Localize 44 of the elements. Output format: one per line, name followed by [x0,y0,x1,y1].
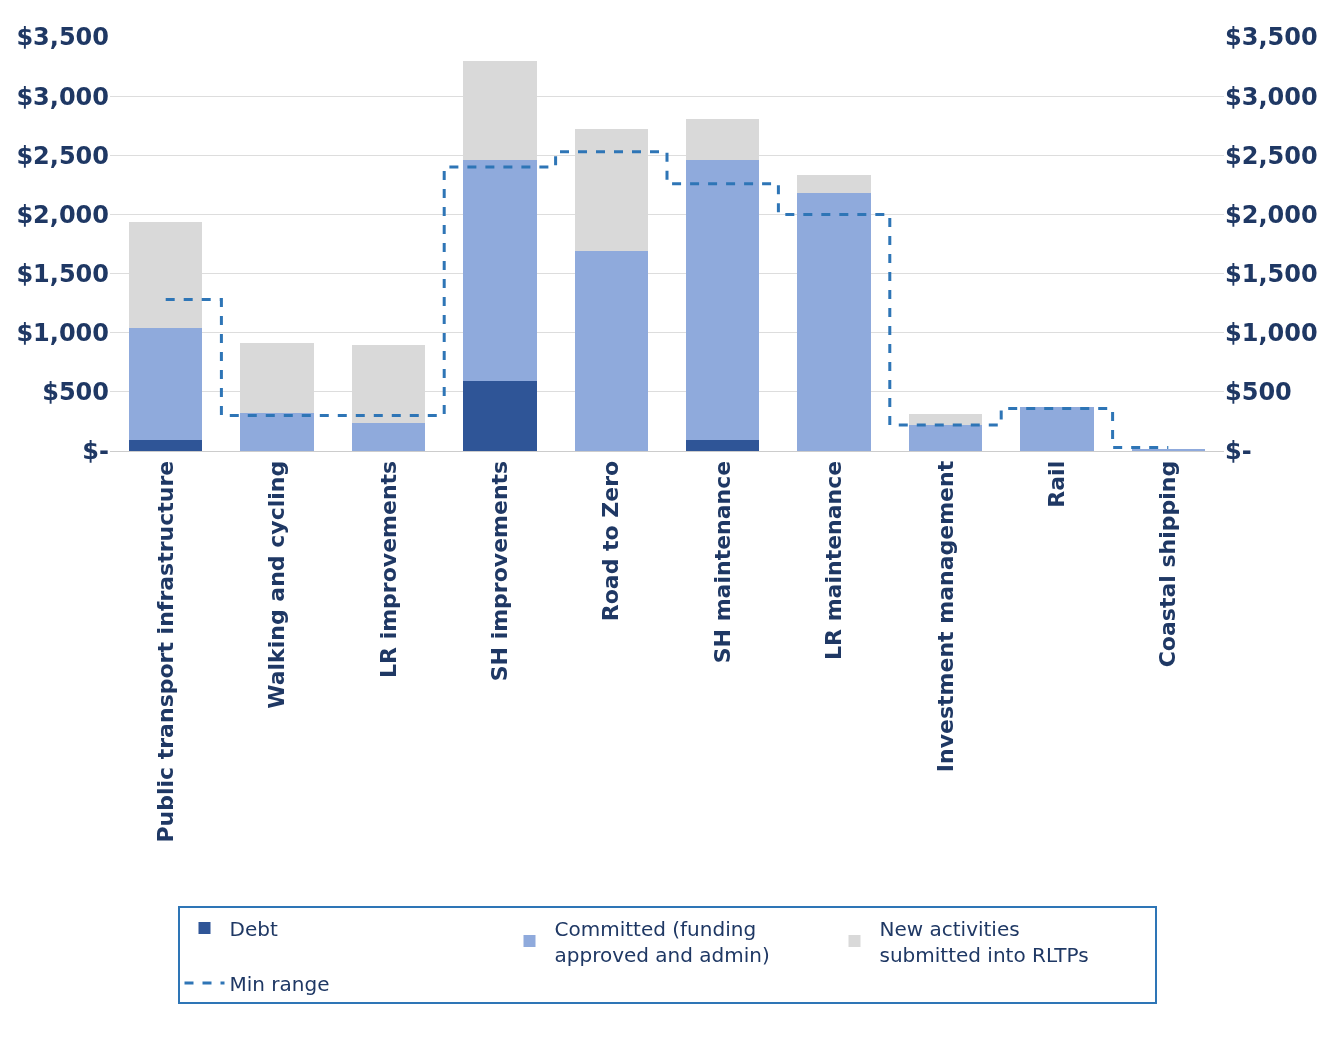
legend-label: Min range [229,971,330,996]
y-tick-label: $3,000 [16,82,109,111]
bar [908,414,983,425]
bar [128,440,203,451]
x-tick-label: SH improvements [487,460,513,682]
y2-tick-label: $- [1225,437,1252,466]
bar [574,251,649,451]
x-tick-label: Rail [1044,460,1070,508]
y-tick-label: $3,500 [16,23,109,52]
y-tick-label: $2,500 [16,141,109,170]
x-tick-label: LR improvements [375,460,401,678]
x-tick-label: LR maintenance [821,460,847,660]
bar [240,413,314,451]
x-tick-label: SH maintenance [709,460,735,664]
y2-tick-label: $3,000 [1225,82,1318,111]
y-tick-label: $1,500 [16,259,109,288]
legend-label: Debt [229,916,278,941]
y2-tick-label: $3,500 [1225,23,1318,52]
bar [908,424,983,451]
y-tick-label: $500 [42,378,109,407]
y2-tick-label: $2,500 [1225,141,1318,170]
y-tick-label: $1,000 [16,319,109,348]
x-tick-label: Road to Zero [598,460,624,622]
bar [128,327,203,441]
x-tick-label: Public transport infrastructure [152,460,178,843]
legend-label: New activities submitted into RLTPs [879,916,1089,967]
y2-tick-label: $1,500 [1225,259,1318,288]
bar [1020,407,1094,451]
x-tick-label: Walking and cycling [264,460,290,709]
bar [463,160,537,382]
bar [685,160,760,441]
bar [797,193,871,451]
bar [685,440,760,451]
legend-label: Committed (funding approved and admin) [554,916,770,967]
y2-tick-label: $500 [1225,378,1292,407]
y2-tick-label: $2,000 [1225,200,1318,229]
bar [797,175,871,194]
x-tick-label: Investment management [932,460,958,773]
y-tick-label: $2,000 [16,200,109,229]
x-tick-label: Coastal shipping [1155,460,1181,668]
y2-tick-label: $1,000 [1225,319,1318,348]
y-tick-label: $- [82,437,109,466]
bar [351,422,426,451]
bar [463,381,537,451]
